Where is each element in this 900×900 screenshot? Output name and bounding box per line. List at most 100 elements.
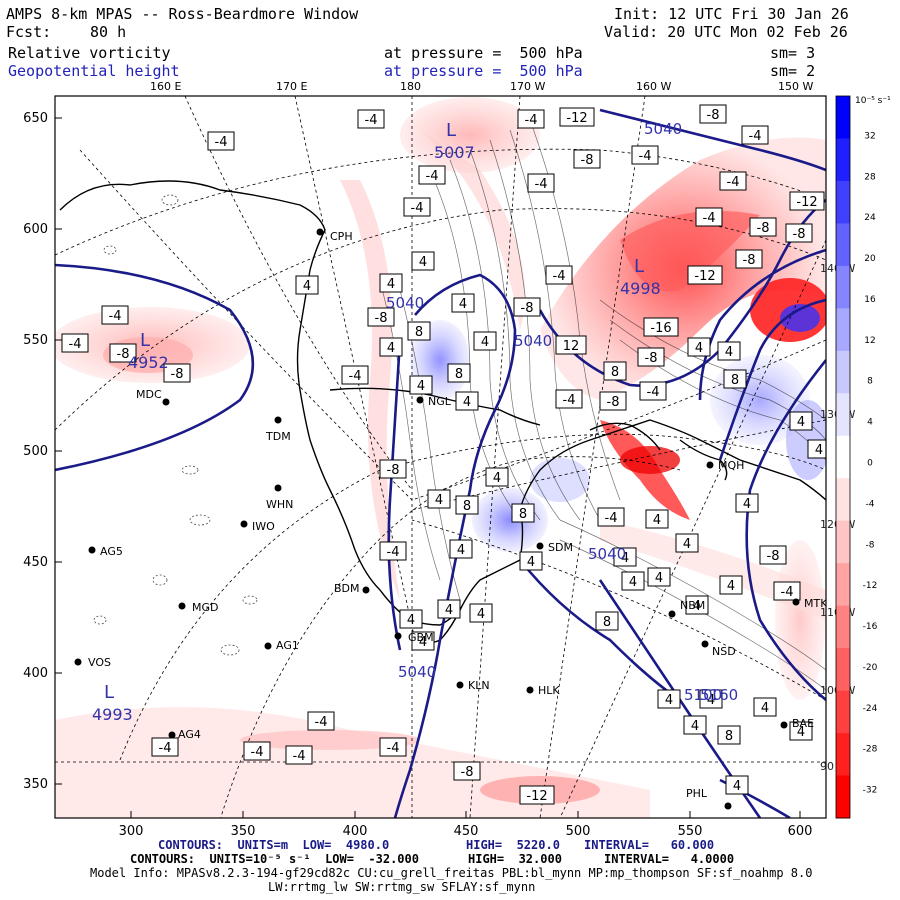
svg-text:8: 8 <box>611 365 619 380</box>
svg-text:-8: -8 <box>743 253 756 268</box>
station-nsd: NSD <box>701 640 736 658</box>
svg-text:8: 8 <box>463 499 471 514</box>
colorbar-tick-label: 28 <box>864 172 876 182</box>
svg-text:4: 4 <box>387 277 395 292</box>
colorbar-swatch <box>836 605 850 649</box>
init-time: Init: 12 UTC Fri 30 Jan 26 <box>614 5 849 23</box>
field1-level: at pressure = 500 hPa <box>384 44 583 62</box>
colorbar-tick-label: -8 <box>866 540 875 550</box>
svg-text:-4: -4 <box>781 585 794 600</box>
svg-text:HLK: HLK <box>538 684 560 697</box>
svg-text:-4: -4 <box>703 211 716 226</box>
svg-text:12: 12 <box>563 339 580 354</box>
svg-text:-4: -4 <box>293 749 306 764</box>
svg-text:-8: -8 <box>117 347 130 362</box>
svg-text:4: 4 <box>459 297 467 312</box>
colorbar-swatch <box>836 435 850 479</box>
svg-text:-12: -12 <box>526 789 547 804</box>
svg-text:8: 8 <box>455 367 463 382</box>
svg-text:400: 400 <box>23 666 48 681</box>
colorbar-unit: 10⁻⁵ s⁻¹ <box>855 96 891 106</box>
colorbar-swatch <box>836 563 850 607</box>
negative-contours <box>93 194 258 656</box>
low-centers: L 5007 L 4952 L 4998 L 4993 <box>92 120 661 724</box>
svg-text:4: 4 <box>727 579 735 594</box>
colorbar-swatch <box>836 690 850 734</box>
svg-text:160 E: 160 E <box>150 80 181 93</box>
svg-text:4: 4 <box>481 335 489 350</box>
station-ngl: NGL <box>416 395 452 408</box>
plot-frame <box>54 95 827 819</box>
svg-text:-4: -4 <box>349 369 362 384</box>
svg-text:4: 4 <box>797 415 805 430</box>
svg-text:NGL: NGL <box>428 395 452 408</box>
height-label: 5100 <box>684 686 722 704</box>
height-label: 5160 <box>700 686 738 704</box>
svg-text:8: 8 <box>603 615 611 630</box>
colorbar-swatch <box>836 520 850 564</box>
lat-lon-grid <box>55 96 826 818</box>
svg-text:KLN: KLN <box>468 679 490 692</box>
svg-text:-8: -8 <box>793 227 806 242</box>
low-value: 5007 <box>434 143 475 162</box>
forecast-hour: 80 h <box>90 23 127 41</box>
svg-text:-8: -8 <box>607 395 620 410</box>
station-mqh: MQH <box>706 459 744 472</box>
low-marker: L <box>446 120 456 141</box>
svg-text:450: 450 <box>454 824 479 839</box>
svg-text:350: 350 <box>231 824 256 839</box>
forecast-label: Fcst: <box>6 23 52 41</box>
station-cph: CPH <box>316 228 353 243</box>
station-sdm: SDM <box>536 541 573 554</box>
height-label: 5040 <box>514 332 552 350</box>
svg-text:-4: -4 <box>647 385 660 400</box>
colorbar-tick-label: -28 <box>863 745 878 755</box>
station-bae: BAE <box>780 717 814 730</box>
station-ag5: AG5 <box>88 545 123 558</box>
svg-text:-4: -4 <box>553 269 566 284</box>
svg-text:4: 4 <box>417 379 425 394</box>
svg-text:-4: -4 <box>251 745 264 760</box>
field1-name: Relative vorticity <box>8 44 171 62</box>
footer-height-interval: INTERVAL= 60.000 <box>584 838 715 852</box>
svg-text:SDM: SDM <box>548 541 573 554</box>
svg-text:-4: -4 <box>535 177 548 192</box>
svg-text:450: 450 <box>23 555 48 570</box>
svg-text:-8: -8 <box>521 301 534 316</box>
svg-text:MTK: MTK <box>804 597 828 610</box>
station-kln: KLN <box>456 679 490 692</box>
svg-text:-8: -8 <box>581 153 594 168</box>
station-phl: PHL <box>686 787 732 810</box>
svg-text:4: 4 <box>761 701 769 716</box>
svg-text:170 W: 170 W <box>510 80 545 93</box>
svg-text:-4: -4 <box>605 511 618 526</box>
svg-text:-16: -16 <box>650 321 671 336</box>
height-label: 5040 <box>386 294 424 312</box>
svg-text:-8: -8 <box>757 221 770 236</box>
svg-text:MGD: MGD <box>192 601 219 614</box>
stations: CPH MDC TDM WHN IWO AG5 MGD BDM GBM AG1 … <box>74 228 828 810</box>
colorbar-swatch <box>836 393 850 437</box>
svg-text:-4: -4 <box>215 135 228 150</box>
colorbar-swatch <box>836 648 850 692</box>
svg-text:MQH: MQH <box>718 459 744 472</box>
low-value: 4952 <box>128 353 169 372</box>
svg-text:4: 4 <box>725 345 733 360</box>
svg-text:VOS: VOS <box>88 656 111 669</box>
svg-text:BDM: BDM <box>334 582 360 595</box>
svg-text:4: 4 <box>419 255 427 270</box>
svg-text:4: 4 <box>707 693 715 708</box>
footer-vort-interval: INTERVAL= 4.0000 <box>604 852 735 866</box>
station-tdm: TDM <box>265 416 291 443</box>
colorbar-swatch <box>836 96 850 139</box>
station-ag4: AG4 <box>168 728 201 741</box>
svg-text:CPH: CPH <box>330 230 353 243</box>
station-bdm: BDM <box>334 582 370 595</box>
low-marker: L <box>634 256 644 277</box>
svg-text:-4: -4 <box>411 201 424 216</box>
top-longitude-labels: 160 E 170 E 180 170 W 160 W 150 W <box>150 80 813 93</box>
svg-text:4: 4 <box>743 497 751 512</box>
svg-text:4: 4 <box>407 613 415 628</box>
svg-text:600: 600 <box>788 824 813 839</box>
